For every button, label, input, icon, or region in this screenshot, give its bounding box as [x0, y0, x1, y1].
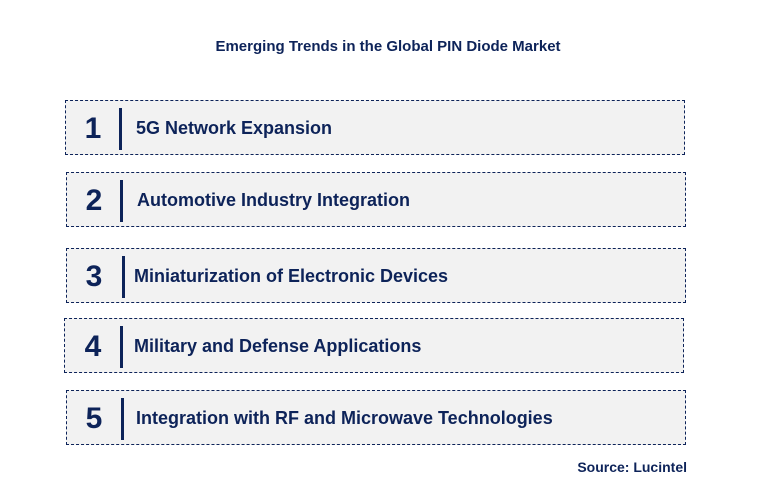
trend-number: 1 [84, 112, 102, 145]
divider-bar [122, 256, 125, 298]
trend-number: 3 [85, 260, 103, 293]
trend-number: 4 [84, 330, 102, 363]
trend-label: Integration with RF and Microwave Techno… [136, 408, 553, 428]
trend-label: Military and Defense Applications [134, 336, 422, 356]
trend-item-5: 5 Integration with RF and Microwave Tech… [66, 390, 686, 445]
trend-label: Automotive Industry Integration [137, 190, 411, 210]
diagram-title: Emerging Trends in the Global PIN Diode … [215, 38, 561, 55]
trend-number: 2 [85, 184, 103, 217]
trend-item-2: 2 Automotive Industry Integration [66, 172, 686, 227]
trend-item-4: 4 Military and Defense Applications [64, 318, 684, 373]
divider-bar [121, 398, 124, 440]
source-credit: Source: Lucintel [577, 459, 687, 475]
trend-number: 5 [85, 402, 103, 435]
trend-item-1: 1 5G Network Expansion [65, 100, 685, 155]
trend-label: 5G Network Expansion [136, 118, 333, 138]
divider-bar [119, 108, 122, 150]
trend-item-3: 3 Miniaturization of Electronic Devices [66, 248, 686, 303]
divider-bar [120, 326, 123, 368]
trend-label: Miniaturization of Electronic Devices [134, 266, 449, 286]
divider-bar [120, 180, 123, 222]
